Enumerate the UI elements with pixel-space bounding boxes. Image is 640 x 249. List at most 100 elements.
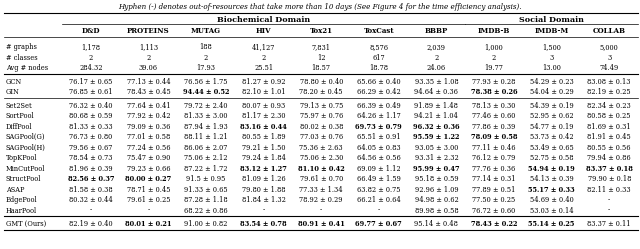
Text: 93.31 ± 2.32: 93.31 ± 2.32: [415, 154, 458, 162]
Text: 54.29 ± 0.23: 54.29 ± 0.23: [530, 77, 573, 85]
Text: 79.21 ± 1.50: 79.21 ± 1.50: [242, 143, 285, 151]
Text: 80.91 ± 0.41: 80.91 ± 0.41: [298, 220, 344, 228]
Text: 81.33 ± 3.00: 81.33 ± 3.00: [184, 112, 228, 120]
Text: 80.07 ± 0.93: 80.07 ± 0.93: [242, 102, 285, 110]
Text: GMT (Ours): GMT (Ours): [6, 220, 46, 228]
Text: 1,000: 1,000: [484, 43, 504, 51]
Text: IMDB-M: IMDB-M: [534, 27, 569, 35]
Text: 63.82 ± 0.75: 63.82 ± 0.75: [357, 186, 401, 193]
Text: 91.89 ± 1.48: 91.89 ± 1.48: [415, 102, 458, 110]
Text: -: -: [608, 206, 611, 214]
Text: ToxCast: ToxCast: [364, 27, 394, 35]
Text: 53.73 ± 0.42: 53.73 ± 0.42: [530, 133, 573, 141]
Text: 66.21 ± 0.64: 66.21 ± 0.64: [357, 196, 401, 204]
Text: HaarPool: HaarPool: [6, 206, 37, 214]
Text: 12: 12: [317, 54, 326, 62]
Text: Hyphen (-) denotes out-of-resources that take more than 10 days (See Figure 4 fo: Hyphen (-) denotes out-of-resources that…: [118, 3, 522, 11]
Text: 76.85 ± 0.61: 76.85 ± 0.61: [69, 88, 113, 96]
Text: 53.49 ± 0.65: 53.49 ± 0.65: [530, 143, 573, 151]
Text: 80.55 ± 1.89: 80.55 ± 1.89: [242, 133, 285, 141]
Text: IMDB-B: IMDB-B: [478, 27, 510, 35]
Text: 18.57: 18.57: [312, 64, 331, 72]
Text: 76.56 ± 1.75: 76.56 ± 1.75: [184, 77, 228, 85]
Text: 54.94 ± 0.19: 54.94 ± 0.19: [528, 165, 575, 173]
Text: 55.17 ± 0.33: 55.17 ± 0.33: [528, 186, 575, 193]
Text: 78.43 ± 0.45: 78.43 ± 0.45: [127, 88, 170, 96]
Text: # classes: # classes: [6, 54, 38, 62]
Text: MUTAG: MUTAG: [191, 27, 221, 35]
Text: 77.76 ± 0.36: 77.76 ± 0.36: [472, 165, 516, 173]
Text: 3: 3: [550, 54, 554, 62]
Text: 91.33 ± 0.65: 91.33 ± 0.65: [184, 186, 228, 193]
Text: 77.33 ± 1.34: 77.33 ± 1.34: [300, 186, 343, 193]
Text: 2: 2: [89, 54, 93, 62]
Text: 81.27 ± 0.92: 81.27 ± 0.92: [242, 77, 285, 85]
Text: 81.91 ± 0.45: 81.91 ± 0.45: [588, 133, 631, 141]
Text: Social Domain: Social Domain: [519, 16, 584, 24]
Text: 89.98 ± 0.58: 89.98 ± 0.58: [415, 206, 458, 214]
Text: 617: 617: [372, 54, 385, 62]
Text: Set2Set: Set2Set: [6, 102, 33, 110]
Text: 95.14 ± 0.48: 95.14 ± 0.48: [415, 220, 458, 228]
Text: Tox21: Tox21: [310, 27, 333, 35]
Text: 1,500: 1,500: [542, 43, 561, 51]
Text: 78.20 ± 0.45: 78.20 ± 0.45: [300, 88, 343, 96]
Text: 66.49 ± 1.59: 66.49 ± 1.59: [357, 175, 401, 183]
Text: 77.03 ± 0.76: 77.03 ± 0.76: [300, 133, 343, 141]
Text: 39.06: 39.06: [139, 64, 158, 72]
Text: 91.00 ± 0.82: 91.00 ± 0.82: [184, 220, 228, 228]
Text: 81.09 ± 1.26: 81.09 ± 1.26: [242, 175, 285, 183]
Text: 81.96 ± 0.39: 81.96 ± 0.39: [69, 165, 113, 173]
Text: 80.02 ± 0.38: 80.02 ± 0.38: [300, 123, 343, 130]
Text: 52.75 ± 0.58: 52.75 ± 0.58: [530, 154, 573, 162]
Text: 2,039: 2,039: [427, 43, 446, 51]
Text: 79.61 ± 0.25: 79.61 ± 0.25: [127, 196, 170, 204]
Text: 64.26 ± 1.17: 64.26 ± 1.17: [357, 112, 401, 120]
Text: 91.5 ± 0.95: 91.5 ± 0.95: [186, 175, 226, 183]
Text: BBBP: BBBP: [425, 27, 448, 35]
Text: 8,576: 8,576: [369, 43, 388, 51]
Text: 80.58 ± 0.25: 80.58 ± 0.25: [588, 112, 631, 120]
Text: 76.32 ± 0.40: 76.32 ± 0.40: [69, 102, 113, 110]
Text: 76.17 ± 0.65: 76.17 ± 0.65: [69, 77, 113, 85]
Text: 53.03 ± 0.14: 53.03 ± 0.14: [530, 206, 573, 214]
Text: 76.12 ± 0.79: 76.12 ± 0.79: [472, 154, 516, 162]
Text: 77.14 ± 0.31: 77.14 ± 0.31: [472, 175, 516, 183]
Text: 87.94 ± 1.93: 87.94 ± 1.93: [184, 123, 228, 130]
Text: 79.13 ± 0.75: 79.13 ± 0.75: [300, 102, 343, 110]
Text: 188: 188: [200, 43, 212, 51]
Text: 13.00: 13.00: [542, 64, 561, 72]
Text: 88.11 ± 1.21: 88.11 ± 1.21: [184, 133, 228, 141]
Text: 75.06 ± 2.12: 75.06 ± 2.12: [184, 154, 228, 162]
Text: 77.64 ± 0.41: 77.64 ± 0.41: [127, 102, 170, 110]
Text: 66.39 ± 0.49: 66.39 ± 0.49: [357, 102, 401, 110]
Text: MinCutPool: MinCutPool: [6, 165, 45, 173]
Text: 79.94 ± 0.86: 79.94 ± 0.86: [588, 154, 631, 162]
Text: -: -: [320, 206, 323, 214]
Text: SortPool: SortPool: [6, 112, 35, 120]
Text: SAGPool(H): SAGPool(H): [6, 143, 46, 151]
Text: 80.00 ± 0.27: 80.00 ± 0.27: [125, 175, 172, 183]
Text: 79.09 ± 0.36: 79.09 ± 0.36: [127, 123, 170, 130]
Text: 78.92 ± 0.29: 78.92 ± 0.29: [300, 196, 343, 204]
Text: 92.96 ± 1.09: 92.96 ± 1.09: [415, 186, 458, 193]
Text: 54.39 ± 0.19: 54.39 ± 0.19: [530, 102, 573, 110]
Text: 86.06 ± 2.07: 86.06 ± 2.07: [184, 143, 228, 151]
Text: -: -: [262, 206, 265, 214]
Text: 94.44 ± 0.52: 94.44 ± 0.52: [183, 88, 229, 96]
Text: 79.90 ± 0.18: 79.90 ± 0.18: [588, 175, 631, 183]
Text: 94.21 ± 1.04: 94.21 ± 1.04: [415, 112, 458, 120]
Text: 79.72 ± 2.40: 79.72 ± 2.40: [184, 102, 228, 110]
Text: -: -: [90, 206, 92, 214]
Text: 75.47 ± 0.90: 75.47 ± 0.90: [127, 154, 170, 162]
Text: StructPool: StructPool: [6, 175, 42, 183]
Text: 83.54 ± 0.78: 83.54 ± 0.78: [240, 220, 287, 228]
Text: 96.32 ± 0.36: 96.32 ± 0.36: [413, 123, 460, 130]
Text: 81.33 ± 0.33: 81.33 ± 0.33: [69, 123, 113, 130]
Text: 65.66 ± 0.40: 65.66 ± 0.40: [357, 77, 401, 85]
Text: 24.06: 24.06: [427, 64, 446, 72]
Text: 79.61 ± 0.70: 79.61 ± 0.70: [300, 175, 343, 183]
Text: 69.09 ± 1.12: 69.09 ± 1.12: [357, 165, 401, 173]
Text: 19.77: 19.77: [484, 64, 504, 72]
Text: HIV: HIV: [256, 27, 271, 35]
